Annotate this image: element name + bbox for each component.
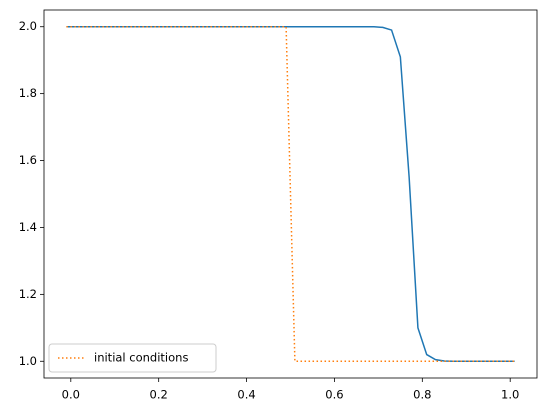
data-line (66, 25, 515, 363)
y-tick-label: 1.8 (19, 86, 37, 100)
legend-box (48, 343, 217, 373)
axes-frame (43, 9, 538, 379)
x-tick-label: 0.8 (413, 388, 431, 402)
y-tick-label: 1.0 (19, 354, 37, 368)
x-tick-label: 0.4 (237, 388, 255, 402)
x-tick-label: 0.6 (325, 388, 343, 402)
x-tick-label: 0.0 (62, 388, 80, 402)
x-tick-label: 0.2 (150, 388, 168, 402)
legend-label: initial conditions (94, 351, 188, 365)
y-tick-label: 2.0 (19, 19, 37, 33)
x-tick-label: 1.0 (501, 388, 519, 402)
y-tick-label: 1.4 (19, 220, 37, 234)
y-tick-label: 1.2 (19, 287, 37, 301)
y-tick-label: 1.6 (19, 153, 37, 167)
